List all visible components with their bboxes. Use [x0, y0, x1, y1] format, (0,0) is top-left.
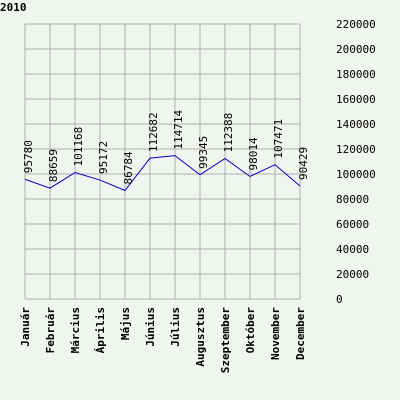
data-label: 95172 — [97, 141, 110, 174]
y-tick-label: 140000 — [336, 118, 376, 131]
y-tick-label: 100000 — [336, 168, 376, 181]
x-tick-label: Október — [244, 307, 257, 354]
x-tick-label: November — [269, 307, 282, 360]
x-tick-label: Március — [69, 307, 82, 353]
x-tick-label: Június — [144, 307, 157, 347]
x-tick-label: Szeptember — [219, 307, 232, 374]
data-label: 107471 — [272, 119, 285, 159]
data-label: 95780 — [22, 140, 35, 173]
y-tick-label: 20000 — [336, 268, 369, 281]
y-tick-label: 0 — [336, 293, 343, 306]
data-label: 86784 — [122, 151, 135, 184]
x-tick-label: Február — [44, 307, 57, 354]
y-tick-label: 160000 — [336, 93, 376, 106]
x-tick-label: December — [294, 307, 307, 360]
series-line — [24, 155, 301, 192]
data-label: 114714 — [172, 109, 185, 149]
y-tick-label: 180000 — [336, 68, 376, 81]
y-tick-label: 220000 — [336, 18, 376, 31]
y-axis: 0 20000 40000 60000 80000 100000 120000 140000 1… — [336, 18, 376, 306]
x-tick-label: Július — [169, 307, 182, 347]
x-tick-label: Április — [94, 307, 107, 353]
y-tick-label: 120000 — [336, 143, 376, 156]
y-tick-label: 200000 — [336, 43, 376, 56]
y-tick-label: 40000 — [336, 243, 369, 256]
x-tick-label: Január — [19, 307, 32, 347]
x-tick-label: Május — [119, 307, 132, 340]
series-layer — [24, 155, 301, 192]
chart-title: 2010 — [0, 1, 27, 14]
x-axis: Január Február Március Április Május Június Jú… — [19, 307, 307, 374]
x-tick-label: Augusztus — [194, 307, 207, 367]
data-labels: 95780 88659 101168 95172 86784 112682 114714 99… — [22, 109, 310, 184]
data-label: 88659 — [47, 149, 60, 182]
data-label: 112388 — [222, 113, 235, 153]
data-label: 101168 — [72, 127, 85, 167]
data-label: 90429 — [297, 147, 310, 180]
y-tick-label: 80000 — [336, 193, 369, 206]
data-label: 112682 — [147, 112, 160, 152]
grid-layer — [24, 23, 301, 300]
data-label: 99345 — [197, 136, 210, 169]
y-tick-label: 60000 — [336, 218, 369, 231]
data-label: 98014 — [247, 137, 260, 170]
